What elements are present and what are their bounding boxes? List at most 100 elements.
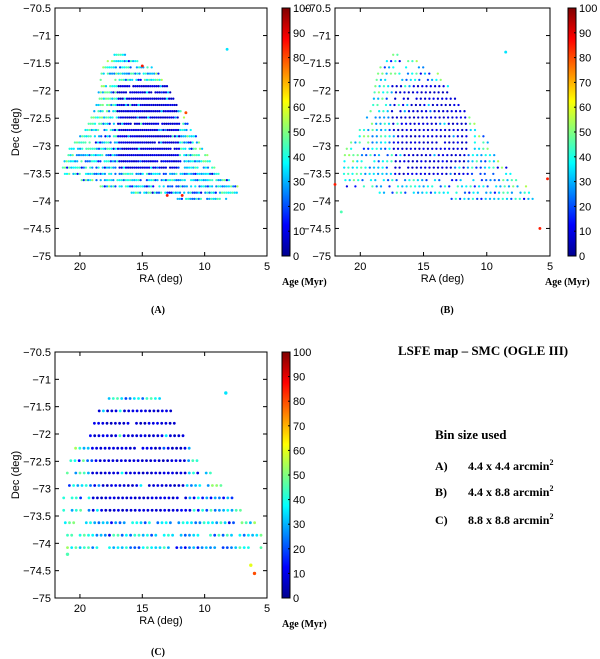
data-point xyxy=(87,122,90,125)
data-point xyxy=(175,172,178,176)
data-point xyxy=(165,147,168,150)
data-point xyxy=(131,59,135,63)
data-point xyxy=(412,85,415,88)
data-point xyxy=(171,166,174,169)
data-point xyxy=(201,508,205,512)
data-point xyxy=(381,172,384,176)
data-point xyxy=(465,185,468,188)
data-point xyxy=(162,128,165,132)
data-point xyxy=(166,141,169,144)
data-point xyxy=(202,178,205,182)
data-point xyxy=(132,97,135,100)
data-point xyxy=(108,122,111,125)
y-tick-label: −71 xyxy=(32,374,51,386)
y-tick-label: −73 xyxy=(32,484,51,496)
data-point xyxy=(373,91,376,94)
x-tick-label: 20 xyxy=(354,261,366,273)
y-tick-label: −75 xyxy=(32,593,51,605)
data-point xyxy=(375,128,378,132)
data-point xyxy=(139,409,143,413)
data-point xyxy=(448,103,452,107)
data-point xyxy=(129,533,133,537)
data-point xyxy=(80,166,83,169)
data-point xyxy=(139,166,142,169)
data-point xyxy=(129,508,133,512)
data-point xyxy=(137,160,140,163)
data-point xyxy=(105,178,109,182)
data-point xyxy=(140,116,144,119)
data-point xyxy=(147,191,150,194)
data-point xyxy=(409,147,412,150)
data-point xyxy=(103,128,106,132)
data-point xyxy=(441,153,445,157)
data-point xyxy=(144,135,147,138)
data-point xyxy=(441,91,445,94)
data-point xyxy=(458,160,461,163)
data-point xyxy=(130,97,133,100)
data-point xyxy=(415,72,418,75)
data-point xyxy=(176,153,180,157)
data-point xyxy=(135,66,139,69)
data-point xyxy=(422,122,425,125)
data-point xyxy=(506,178,509,182)
data-point xyxy=(114,421,117,425)
data-point xyxy=(128,446,132,450)
data-point xyxy=(134,128,138,132)
data-point xyxy=(386,178,390,182)
data-point xyxy=(68,172,71,176)
data-point xyxy=(405,185,408,188)
data-point xyxy=(473,185,476,188)
data-point xyxy=(61,166,65,169)
data-point xyxy=(109,128,112,132)
data-point xyxy=(105,116,108,119)
data-point xyxy=(179,471,183,475)
data-point xyxy=(464,122,467,125)
data-point xyxy=(181,128,184,132)
data-point xyxy=(189,197,192,201)
data-point xyxy=(396,185,400,188)
data-point xyxy=(162,446,166,450)
data-point xyxy=(191,160,195,163)
data-point xyxy=(107,446,111,450)
data-point xyxy=(154,166,157,169)
data-point xyxy=(172,160,176,163)
data-point xyxy=(456,122,459,125)
data-point xyxy=(503,185,506,188)
data-point xyxy=(129,546,133,549)
data-point xyxy=(177,147,181,150)
data-point xyxy=(108,508,112,512)
data-point xyxy=(167,533,170,537)
data-point xyxy=(132,153,135,157)
data-point xyxy=(154,172,157,176)
data-point xyxy=(424,160,427,163)
data-point xyxy=(471,160,474,163)
data-point xyxy=(411,172,414,176)
data-point xyxy=(198,178,201,182)
data-point xyxy=(404,191,407,194)
data-point xyxy=(135,103,138,107)
data-point xyxy=(122,78,125,82)
data-point xyxy=(422,185,425,188)
data-point xyxy=(437,110,441,113)
data-point xyxy=(453,166,457,169)
data-point xyxy=(116,446,120,450)
data-point xyxy=(206,191,209,194)
data-point xyxy=(486,147,489,150)
data-point xyxy=(150,122,153,125)
data-point xyxy=(177,135,181,138)
data-point xyxy=(206,484,210,487)
data-point xyxy=(95,166,98,169)
data-point xyxy=(97,172,100,176)
data-point xyxy=(198,484,202,487)
data-point xyxy=(89,178,92,182)
data-point xyxy=(89,484,92,487)
data-point xyxy=(226,508,230,512)
data-point xyxy=(114,409,118,413)
bin-size-label: A) xyxy=(435,459,448,473)
data-point xyxy=(411,91,415,94)
data-point xyxy=(149,153,152,157)
data-point xyxy=(103,185,106,188)
colorbar-tick-label: 60 xyxy=(293,102,305,114)
data-point xyxy=(86,160,89,163)
data-point xyxy=(131,103,134,107)
